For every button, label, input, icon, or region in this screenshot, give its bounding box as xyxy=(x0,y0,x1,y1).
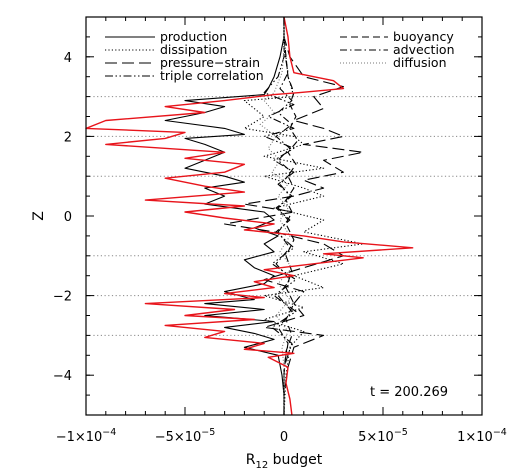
x-axis-label-subscript: 12 xyxy=(255,460,268,471)
series-line-red-profile xyxy=(85,16,414,416)
series-line-buoyancy xyxy=(283,17,299,415)
y-axis-label: Z xyxy=(31,211,47,221)
series-line-advection xyxy=(275,17,293,415)
x-tick-label: −1×10−4 xyxy=(56,427,117,445)
x-axis-label-rest: budget xyxy=(268,452,323,468)
x-tick-label: 5×10−5 xyxy=(358,427,408,445)
series-lines xyxy=(85,16,414,416)
y-tick-label: −4 xyxy=(53,369,72,384)
x-tick-exponent: −5 xyxy=(394,427,408,438)
x-tick-mantissa: 5×10 xyxy=(358,430,394,445)
x-tick-exponent: −4 xyxy=(102,427,116,438)
x-axis-label: R12 budget xyxy=(246,452,323,471)
y-tick-label: 2 xyxy=(64,130,72,145)
x-tick-mantissa: 1×10 xyxy=(457,430,493,445)
legend-label: diffusion xyxy=(393,55,447,70)
time-annotation: t = 200.269 xyxy=(370,385,448,400)
x-tick-mantissa: −1×10 xyxy=(56,430,103,445)
y-tick-label: −2 xyxy=(53,290,72,305)
legend-label: buoyancy xyxy=(393,29,454,44)
legend-label: pressure−strain xyxy=(160,55,260,70)
legend-label: production xyxy=(160,29,227,44)
x-tick-exponent: −5 xyxy=(201,427,215,438)
series-line-triple-correlation xyxy=(263,17,297,415)
legend-label: advection xyxy=(393,42,455,57)
legend: productiondissipationpressure−straintrip… xyxy=(105,29,455,83)
y-tick-label: 4 xyxy=(64,51,72,66)
x-axis-label-main: R xyxy=(246,452,256,468)
x-tick-mantissa: 0 xyxy=(280,430,288,445)
legend-label: triple correlation xyxy=(160,68,264,83)
legend-label: dissipation xyxy=(160,42,227,57)
x-tick-label: −5×10−5 xyxy=(155,427,216,445)
y-tick-label: 0 xyxy=(64,210,72,225)
horizontal-grid xyxy=(86,96,482,336)
x-tick-exponent: −4 xyxy=(493,427,507,438)
x-tick-label: 1×10−4 xyxy=(457,427,507,445)
x-tick-label: 0 xyxy=(280,430,288,445)
x-tick-mantissa: −5×10 xyxy=(155,430,202,445)
series-line-pressure-strain xyxy=(224,17,364,415)
